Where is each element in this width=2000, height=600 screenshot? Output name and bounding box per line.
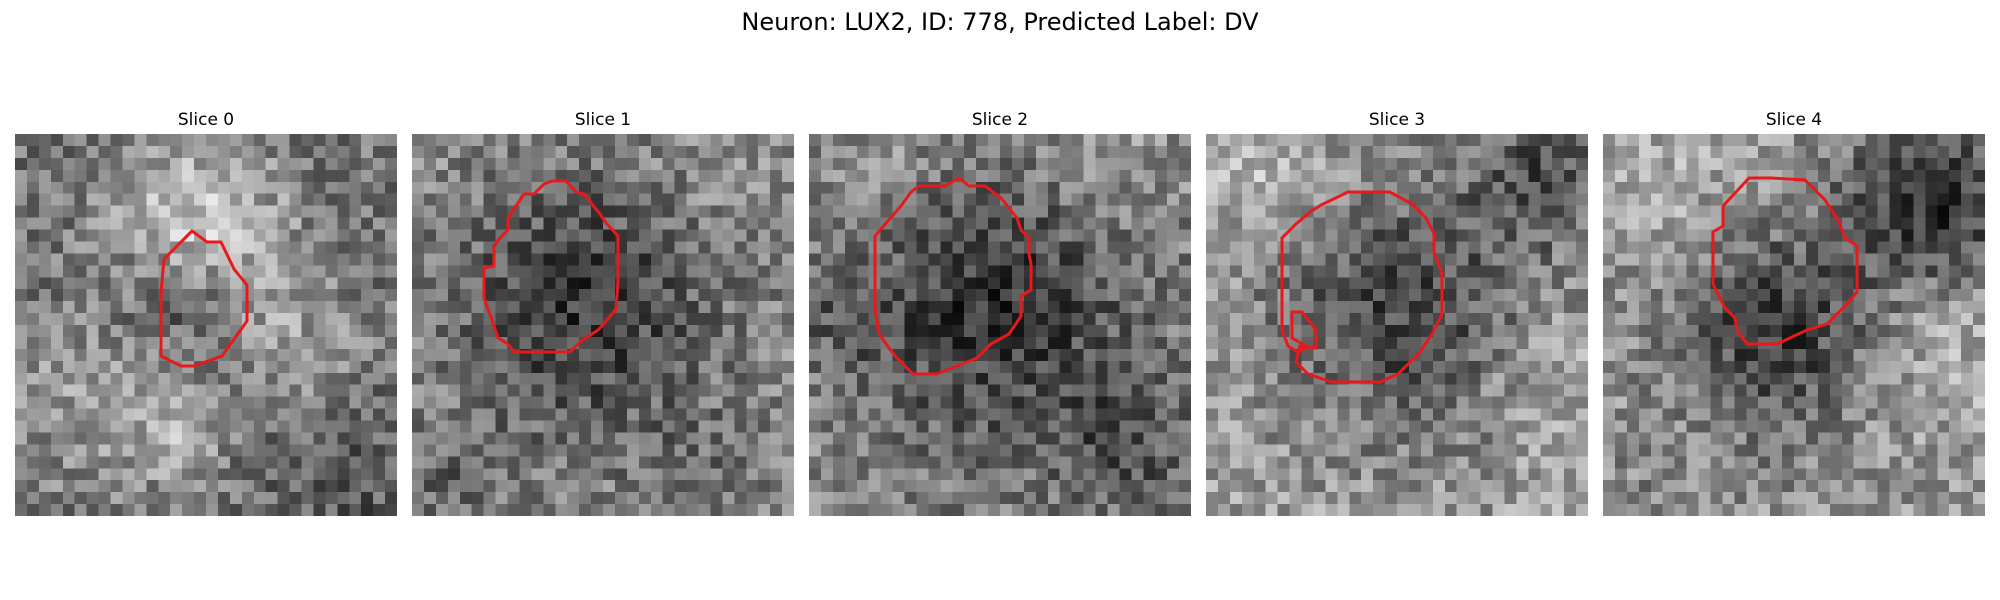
slice-title-0: Slice 0 xyxy=(177,110,235,130)
slice-title-4: Slice 4 xyxy=(1765,110,1823,130)
slice-title-1: Slice 1 xyxy=(574,110,632,130)
roi-contour-1 xyxy=(482,179,620,354)
slice-panel-1: Slice 1 xyxy=(412,110,794,516)
roi-contour-4 xyxy=(1711,176,1859,346)
slice-panel-2: Slice 2 xyxy=(809,110,1191,516)
roi-contour-3 xyxy=(1280,190,1444,384)
slice-panel-0: Slice 0 xyxy=(15,110,397,516)
slice-title-3: Slice 3 xyxy=(1368,110,1426,130)
slice-panel-3: Slice 3 xyxy=(1206,110,1588,516)
slice-image-0 xyxy=(15,134,397,516)
roi-contour-2 xyxy=(873,176,1033,376)
slice-title-2: Slice 2 xyxy=(971,110,1029,130)
roi-contour-0 xyxy=(159,229,249,368)
slice-image-3 xyxy=(1206,134,1588,516)
slice-panel-4: Slice 4 xyxy=(1603,110,1985,516)
figure-title: Neuron: LUX2, ID: 778, Predicted Label: … xyxy=(741,8,1259,36)
slice-image-4 xyxy=(1603,134,1985,516)
